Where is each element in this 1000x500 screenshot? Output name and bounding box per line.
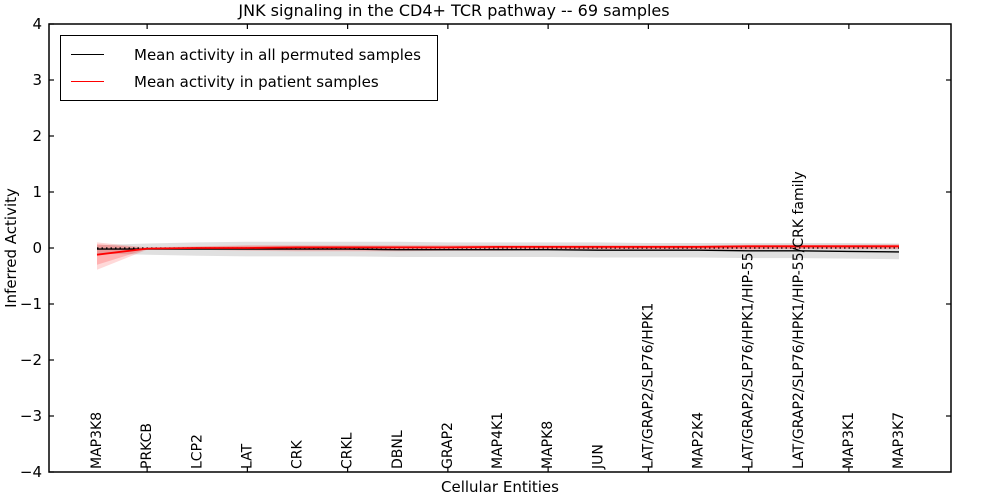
legend-label: Mean activity in patient samples: [134, 72, 379, 91]
legend-item: Mean activity in all permuted samples: [71, 41, 421, 68]
legend-line-sample: [71, 54, 104, 55]
y-tick-label: −3: [20, 407, 42, 425]
legend-line-sample: [71, 81, 104, 82]
x-tick-label: LAT: [239, 443, 255, 469]
x-tick-label: MAPK8: [540, 421, 556, 469]
legend-item: Mean activity in patient samples: [71, 68, 421, 95]
legend: Mean activity in all permuted samples Mea…: [60, 35, 438, 101]
y-tick-label: 1: [32, 183, 42, 201]
series-line-0: [97, 248, 900, 253]
x-axis-label: Cellular Entities: [441, 478, 559, 496]
y-axis-label: Inferred Activity: [2, 188, 20, 308]
x-tick-label: MAP3K1: [841, 412, 857, 469]
x-tick-label: MAP3K8: [89, 412, 105, 469]
x-tick-label: MAP3K7: [891, 412, 907, 469]
y-tick-label: 3: [32, 71, 42, 89]
y-tick-label: −1: [20, 295, 42, 313]
y-tick-label: 0: [32, 239, 42, 257]
x-tick-label: CRK: [290, 439, 306, 469]
x-tick-label: LAT/GRAP2/SLP76/HPK1/HIP-55: [741, 252, 757, 469]
y-tick-label: −4: [20, 463, 42, 481]
x-tick-label: GRAP2: [440, 422, 456, 469]
chart-title: JNK signaling in the CD4+ TCR pathway --…: [238, 1, 670, 20]
x-tick-label: MAP4K1: [490, 412, 506, 469]
x-tick-label: JUN: [590, 444, 606, 470]
x-tick-label: DBNL: [390, 430, 406, 469]
y-tick-label: −2: [20, 351, 42, 369]
x-tick-label: CRKL: [340, 432, 356, 469]
x-tick-label: PRKCB: [139, 423, 155, 469]
y-tick-label: 2: [32, 127, 42, 145]
y-tick-label: 4: [32, 15, 42, 33]
series-line-1: [96, 245, 899, 256]
x-tick-label: LCP2: [189, 434, 205, 469]
x-tick-label: MAP2K4: [691, 412, 707, 469]
x-tick-label: LAT/GRAP2/SLP76/HPK1/HIP-55/CRK family: [791, 171, 807, 469]
legend-label: Mean activity in all permuted samples: [134, 45, 421, 64]
x-tick-label: LAT/GRAP2/SLP76/HPK1: [640, 303, 656, 469]
